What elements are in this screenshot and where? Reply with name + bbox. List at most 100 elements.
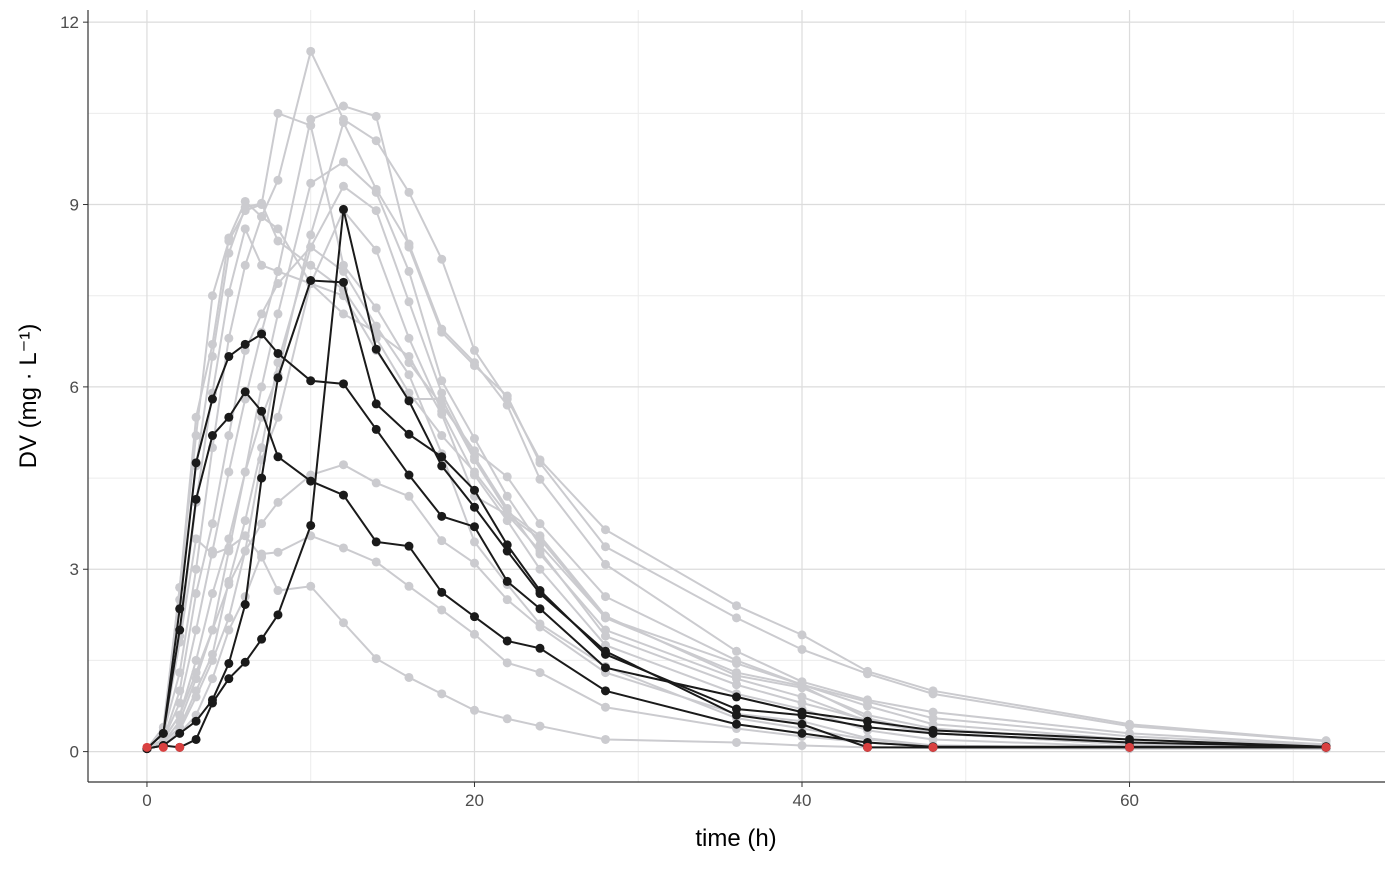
background-series-point [404,491,414,501]
x-tick-label: 0 [142,791,151,810]
highlight-series-point [797,728,807,738]
background-series-point [404,370,414,380]
background-series-point [797,680,807,690]
background-series-point [191,564,201,574]
background-series-point [469,537,479,547]
highlight-series-point [158,728,168,738]
grid [88,10,1385,782]
highlight-series-point [404,396,414,406]
background-series-point [273,279,283,289]
highlight-series-point [175,728,185,738]
background-series-point [404,581,414,591]
background-series-point [797,630,807,640]
background-series-point [371,111,381,121]
background-series-point [600,613,610,623]
background-series-point [437,254,447,264]
background-series-point [273,497,283,507]
background-series-point [371,557,381,567]
background-series-point [257,552,267,562]
background-series-point [240,531,250,541]
blq-point [863,742,873,752]
background-series-point [797,741,807,751]
highlight-series-point [371,399,381,409]
background-series-point [502,595,512,605]
background-series-point [338,618,348,628]
highlight-series-line [146,209,1327,750]
highlight-series-point [371,537,381,547]
highlight-series-point [404,541,414,551]
background-series-point [273,236,283,246]
highlight-series-point [207,431,217,441]
background-series-point [338,543,348,553]
highlight-series-point [257,406,267,416]
background-series-line [146,208,1327,750]
blq-point [928,742,938,752]
highlight-series-point [371,424,381,434]
background-series-point [273,547,283,557]
highlight-series-point [863,722,873,732]
y-tick-label: 3 [70,560,79,579]
background-series-point [224,543,234,553]
highlight-series-point [338,490,348,500]
highlight-series-point [732,719,741,729]
highlight-series-point [437,461,447,471]
background-series-point [502,658,512,668]
background-series-point [502,400,512,410]
background-series-point [371,245,381,255]
background-series-point [224,233,234,243]
background-series-point [371,206,381,216]
background-series-point [273,224,283,234]
y-tick-label: 12 [60,13,79,32]
highlight-series-point [175,625,185,635]
highlight-series-point [240,600,250,610]
background-series-point [273,108,283,118]
highlight-series-point [257,473,267,483]
x-axis-label: time (h) [695,825,776,852]
background-series-point [257,260,267,270]
highlight-series-point [469,502,479,512]
blq-points [142,742,1331,752]
highlight-series-point [404,429,414,439]
background-series-point [535,519,545,529]
background-series-line [146,119,1327,750]
background-series-point [207,519,217,529]
highlight-series-point [240,657,250,667]
background-series-point [600,734,610,744]
highlight-series-point [207,698,217,708]
highlight-series-point [437,511,447,521]
background-series-point [600,542,610,552]
highlight-series-point [338,379,348,389]
highlight-series-point [502,576,512,586]
background-series-point [191,625,201,635]
x-tick-label: 60 [1120,791,1139,810]
background-series-point [207,291,217,301]
background-series-point [240,260,250,270]
background-series-point [535,721,545,731]
background-series-point [404,388,414,398]
background-series-point [371,321,381,331]
background-series-point [257,382,267,392]
background-series-point [273,175,283,185]
highlight-series-point [224,412,234,422]
background-series-point [469,434,479,444]
highlight-series-point [191,458,201,468]
background-series-point [732,613,741,623]
background-series-point [240,516,250,526]
background-series-point [207,351,217,361]
background-series-point [535,458,545,468]
background-series-point [469,358,479,368]
highlight-series-point [306,520,316,530]
background-series-point [207,589,217,599]
axes: 0 20 40 60 0 3 6 9 12 [60,10,1385,810]
background-series-point [224,431,234,441]
highlight-series-point [191,716,201,726]
highlight-series-point [469,612,479,622]
highlight-series-point [240,387,250,397]
background-series-point [797,692,807,702]
background-series-point [306,581,316,591]
background-series-point [1125,721,1135,731]
background-series-point [224,467,234,477]
background-series-point [224,625,234,635]
highlight-series-point [257,634,267,644]
background-series-line [146,245,1327,750]
